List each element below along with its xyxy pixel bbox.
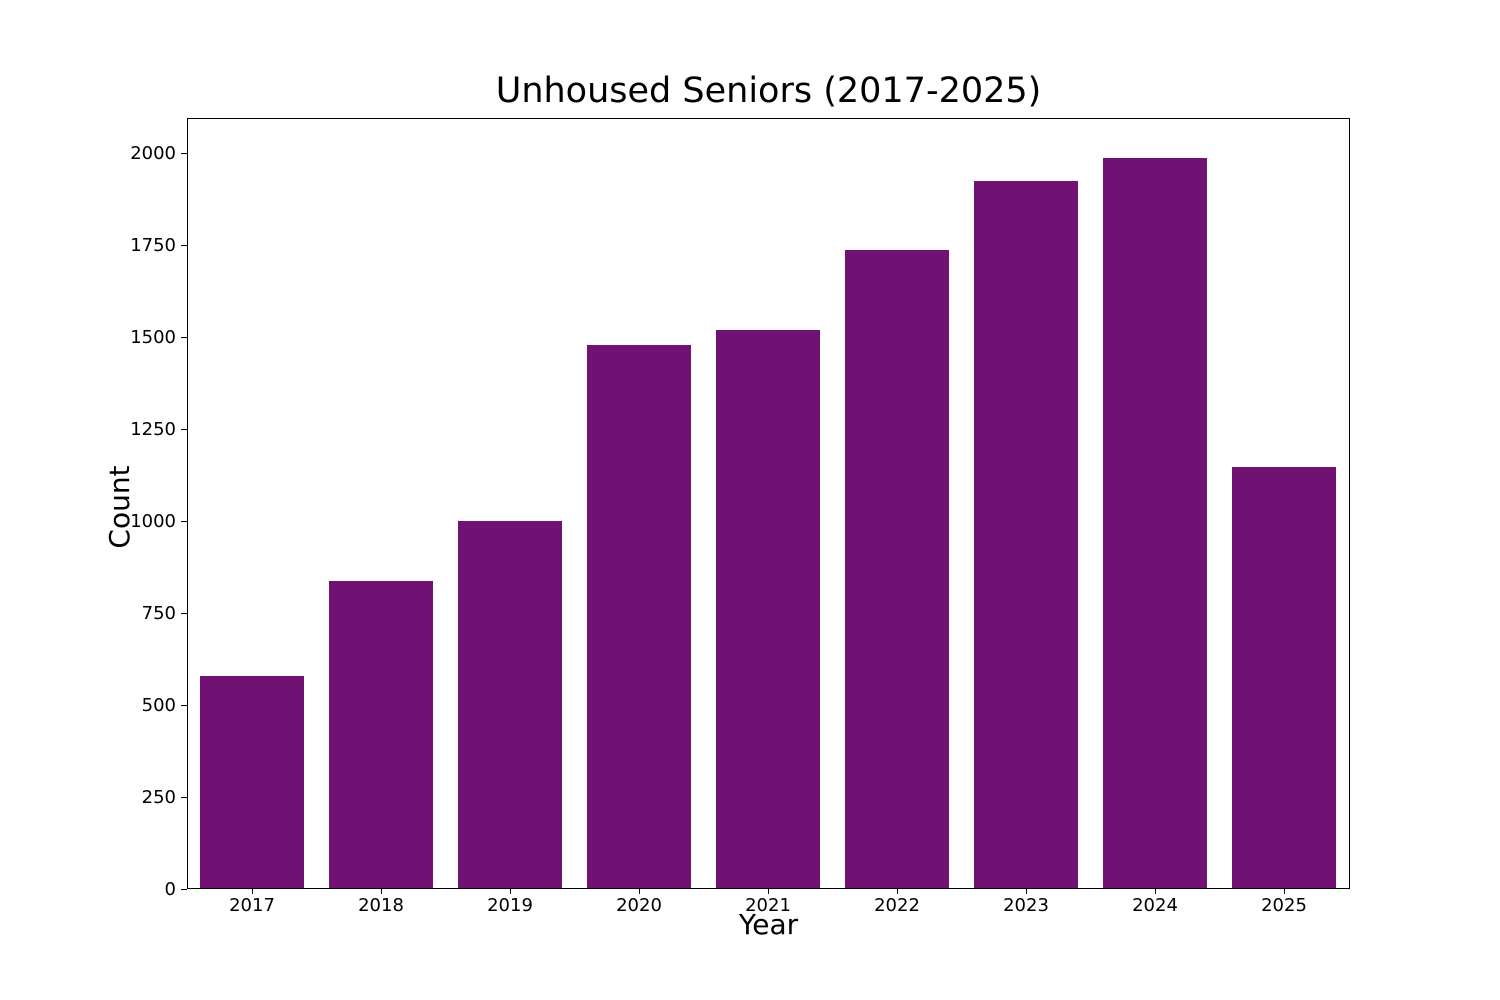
y-tick-mark bbox=[181, 245, 187, 246]
x-tick-label: 2017 bbox=[229, 895, 275, 916]
x-axis-label: Year bbox=[738, 908, 799, 941]
x-tick-label: 2024 bbox=[1132, 895, 1178, 916]
x-tick-mark bbox=[510, 889, 511, 894]
y-tick-label: 1000 bbox=[130, 511, 176, 532]
y-tick-mark bbox=[181, 797, 187, 798]
y-tick-mark bbox=[181, 705, 187, 706]
y-tick-mark bbox=[181, 429, 187, 430]
chart-title: Unhoused Seniors (2017-2025) bbox=[495, 71, 1042, 111]
y-tick-label: 500 bbox=[141, 695, 176, 716]
y-tick-label: 2000 bbox=[130, 143, 176, 164]
x-tick-mark bbox=[1155, 889, 1156, 894]
x-tick-label: 2020 bbox=[616, 895, 662, 916]
y-tick-label: 1250 bbox=[130, 419, 176, 440]
bar-2020 bbox=[587, 345, 691, 888]
x-tick-mark bbox=[897, 889, 898, 894]
y-tick-label: 1750 bbox=[130, 235, 176, 256]
bar-2024 bbox=[1103, 158, 1207, 888]
bar-2019 bbox=[458, 521, 562, 888]
x-tick-mark bbox=[768, 889, 769, 894]
bar-2021 bbox=[716, 330, 820, 888]
x-tick-label: 2022 bbox=[874, 895, 920, 916]
bar-2025 bbox=[1232, 467, 1336, 888]
x-tick-label: 2021 bbox=[745, 895, 791, 916]
y-tick-mark bbox=[181, 521, 187, 522]
y-tick-mark bbox=[181, 613, 187, 614]
y-tick-mark bbox=[181, 337, 187, 338]
bar-2018 bbox=[329, 581, 433, 888]
x-tick-label: 2023 bbox=[1003, 895, 1049, 916]
bar-2022 bbox=[845, 250, 949, 888]
x-tick-mark bbox=[1284, 889, 1285, 894]
x-tick-label: 2019 bbox=[487, 895, 533, 916]
y-tick-mark bbox=[181, 153, 187, 154]
x-tick-label: 2018 bbox=[358, 895, 404, 916]
bar-2017 bbox=[200, 676, 304, 888]
x-tick-mark bbox=[639, 889, 640, 894]
bar-2023 bbox=[974, 181, 1078, 888]
x-tick-label: 2025 bbox=[1261, 895, 1307, 916]
y-tick-mark bbox=[181, 889, 187, 890]
plot-area bbox=[187, 118, 1350, 889]
y-tick-label: 250 bbox=[141, 787, 176, 808]
x-tick-mark bbox=[1026, 889, 1027, 894]
x-tick-mark bbox=[252, 889, 253, 894]
y-tick-label: 0 bbox=[164, 879, 176, 900]
x-tick-mark bbox=[381, 889, 382, 894]
y-tick-label: 750 bbox=[141, 603, 176, 624]
y-tick-label: 1500 bbox=[130, 327, 176, 348]
